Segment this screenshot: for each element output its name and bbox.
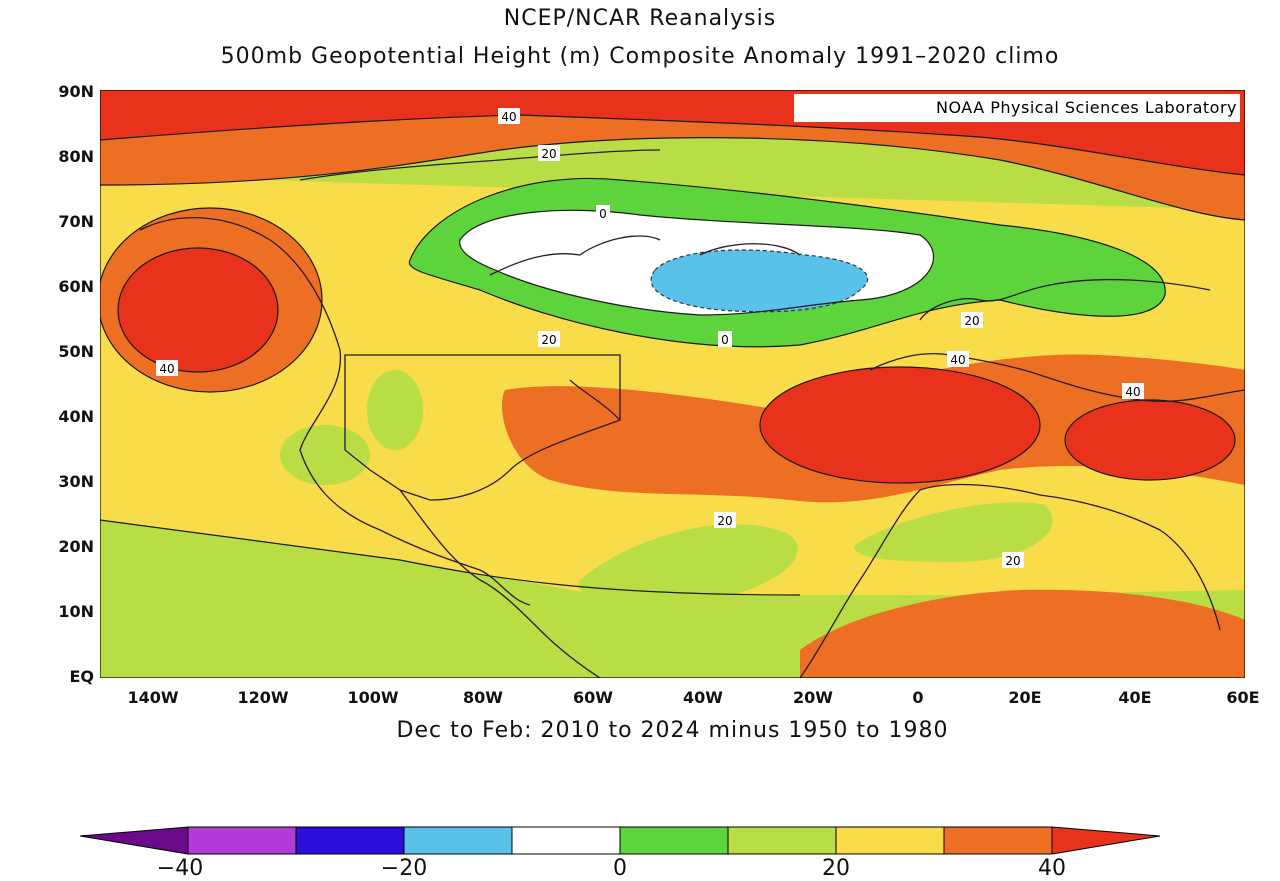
credit-text: NOAA Physical Sciences Laboratory <box>936 98 1237 117</box>
colorbar <box>80 826 1161 855</box>
colorbar-cell <box>295 826 405 855</box>
lat-label-30n: 30N <box>58 472 94 491</box>
anomaly-map: 40 20 0 20 0 20 20 40 40 40 20 20 NOAA P… <box>100 90 1245 678</box>
lon-label-80w: 80W <box>463 688 503 707</box>
lat-label-20n: 20N <box>58 537 94 556</box>
colorbar-cell <box>727 826 837 855</box>
lon-label-20e: 20E <box>1008 688 1042 707</box>
region-orange-africa <box>800 589 1245 678</box>
region-red-iberia <box>760 367 1040 483</box>
contour-label-9: 40 <box>947 351 969 367</box>
lon-label-100w: 100W <box>347 688 399 707</box>
colorbar-cell <box>187 826 297 855</box>
colorbar-label-minus40: −40 <box>156 856 204 881</box>
contour-label-5-text: 0 <box>721 333 729 347</box>
lon-label-20w: 20W <box>793 688 833 707</box>
lon-label-120w: 120W <box>237 688 289 707</box>
colorbar-low-arrow <box>80 826 189 855</box>
region-blue-iceland <box>650 249 869 313</box>
colorbar-cell <box>835 826 945 855</box>
contour-label-3-text: 0 <box>599 207 607 221</box>
lat-label-70n: 70N <box>58 212 94 231</box>
lat-label-50n: 50N <box>58 342 94 361</box>
region-light-green-atlantic <box>578 524 798 609</box>
colorbar-label-0: 0 <box>613 856 627 881</box>
contour-label-2: 20 <box>538 145 560 161</box>
contour-label-10: 40 <box>1122 383 1144 399</box>
contour-label-9-text: 40 <box>950 353 965 367</box>
region-red-alaska <box>118 248 278 372</box>
lat-label-40n: 40N <box>58 407 94 426</box>
colorbar-cell <box>619 826 729 855</box>
lon-label-40e: 40E <box>1118 688 1152 707</box>
lon-label-140w: 140W <box>127 688 179 707</box>
region-light-green-sahara <box>854 502 1053 562</box>
colorbar-cell <box>511 826 621 855</box>
colorbar-cells <box>187 826 1053 855</box>
contour-label-4: 20 <box>538 331 560 347</box>
colorbar-label-40: 40 <box>1038 856 1066 881</box>
contour-label-7: 20 <box>714 512 736 528</box>
colorbar-high-arrow <box>1051 826 1161 855</box>
contour-label-7-text: 20 <box>717 514 732 528</box>
contour-label-2-text: 20 <box>541 147 556 161</box>
contour-label-6-text: 20 <box>964 314 979 328</box>
contour-label-4-text: 20 <box>541 333 556 347</box>
region-light-green-sw-us <box>280 425 370 485</box>
contour-lines <box>100 114 1245 596</box>
lon-label-60e: 60E <box>1226 688 1260 707</box>
lat-label-60n: 60N <box>58 277 94 296</box>
colorbar-cell <box>943 826 1053 855</box>
lat-label-90n: 90N <box>58 82 94 101</box>
contour-label-8: 40 <box>156 360 178 376</box>
contour-label-10-text: 40 <box>1125 385 1140 399</box>
region-red-caspian <box>1065 400 1235 480</box>
lat-label-80n: 80N <box>58 147 94 166</box>
contour-label-group: 40 20 0 20 0 20 20 40 40 40 20 20 <box>156 108 1144 568</box>
period-subtitle: Dec to Feb: 2010 to 2024 minus 1950 to 1… <box>396 718 949 743</box>
lat-label-10n: 10N <box>58 602 94 621</box>
lon-label-0: 0 <box>912 688 924 707</box>
contour-label-1: 40 <box>498 108 520 124</box>
title-line-2: 500mb Geopotential Height (m) Composite … <box>220 44 1060 69</box>
contour-label-1-text: 40 <box>501 110 516 124</box>
region-light-green-central-us <box>367 370 423 450</box>
contour-label-3: 0 <box>596 205 610 221</box>
credit-box <box>794 94 1240 122</box>
contour-label-8-text: 40 <box>159 362 174 376</box>
colorbar-label-minus20: −20 <box>380 856 428 881</box>
contour-label-5: 0 <box>718 331 732 347</box>
coastlines <box>139 149 1245 678</box>
colorbar-label-20: 20 <box>822 856 850 881</box>
contour-label-11: 20 <box>1002 552 1024 568</box>
lon-label-60w: 60W <box>573 688 613 707</box>
colorbar-cell <box>403 826 513 855</box>
lat-label-eq: EQ <box>69 667 94 686</box>
title-line-1: NCEP/NCAR Reanalysis <box>503 6 777 31</box>
contour-label-11-text: 20 <box>1005 554 1020 568</box>
contour-label-6: 20 <box>961 312 983 328</box>
lon-label-40w: 40W <box>683 688 723 707</box>
